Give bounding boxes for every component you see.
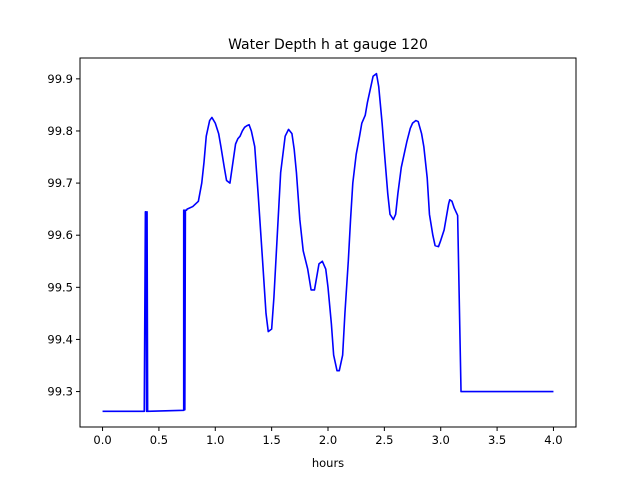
y-tick-label: 99.4: [47, 332, 73, 346]
x-tick-label: 1.0: [206, 433, 224, 447]
x-tick-label: 3.0: [432, 433, 450, 447]
y-tick-label: 99.6: [47, 228, 73, 242]
y-tick-label: 99.9: [47, 72, 73, 86]
x-tick-label: 2.0: [319, 433, 337, 447]
x-tick-label: 4.0: [544, 433, 562, 447]
y-axis: 99.3 99.4 99.5 99.6 99.7 99.8 99.9: [47, 72, 80, 399]
chart-title: Water Depth h at gauge 120: [228, 37, 428, 53]
x-tick-label: 0.0: [93, 433, 111, 447]
x-tick-label: 3.5: [488, 433, 506, 447]
series-line-0: [102, 72, 554, 413]
x-axis: 0.0 0.5 1.0 1.5 2.0 2.5 3.0 3.5 4.0: [93, 427, 563, 447]
x-tick-label: 0.5: [150, 433, 168, 447]
x-axis-label: hours: [312, 456, 344, 470]
y-tick-label: 99.5: [47, 280, 73, 294]
x-tick-label: 1.5: [262, 433, 280, 447]
x-tick-label: 2.5: [375, 433, 393, 447]
plot-area: [102, 72, 554, 413]
y-tick-label: 99.7: [47, 176, 73, 190]
y-tick-label: 99.3: [47, 385, 73, 399]
y-tick-label: 99.8: [47, 124, 73, 138]
